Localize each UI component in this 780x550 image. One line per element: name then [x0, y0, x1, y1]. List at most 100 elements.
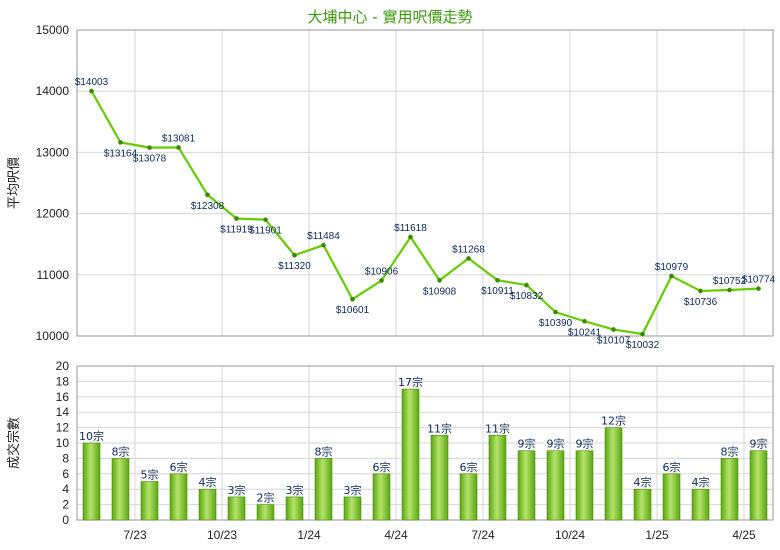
volume-data-label: 4宗 — [199, 475, 217, 489]
price-data-label: $10032 — [626, 340, 660, 351]
price-data-label: $11618 — [394, 223, 427, 234]
price-data-label: $10908 — [423, 286, 457, 297]
volume-bar — [517, 450, 536, 521]
volume-bar — [749, 450, 768, 521]
chart-title: 大埔中心 - 實用呎價走勢 — [308, 8, 473, 26]
price-point — [669, 273, 674, 279]
price-data-label: $10390 — [539, 318, 573, 329]
volume-x-tick-label: 4/25 — [732, 528, 756, 542]
price-point — [582, 318, 587, 324]
volume-data-label: 6宗 — [170, 460, 188, 474]
volume-y-tick-label: 12 — [56, 421, 70, 435]
volume-bar — [575, 450, 594, 521]
price-point — [524, 282, 529, 288]
price-point — [698, 288, 703, 294]
price-data-label: $13078 — [133, 154, 167, 165]
volume-data-label: 6宗 — [373, 460, 391, 474]
price-point — [292, 252, 297, 258]
price-point — [234, 216, 239, 221]
price-point — [437, 278, 442, 283]
price-y-tick-label: 15000 — [36, 23, 70, 37]
volume-bar — [604, 427, 623, 521]
price-data-label: $11919 — [220, 225, 253, 236]
volume-data-label: 2宗 — [257, 491, 275, 505]
volume-data-label: 10宗 — [79, 429, 104, 443]
volume-bar — [198, 488, 217, 521]
volume-bar — [314, 458, 333, 521]
volume-x-tick-label: 7/24 — [471, 528, 495, 542]
price-point — [611, 327, 616, 332]
volume-y-tick-label: 0 — [62, 513, 69, 527]
price-y-tick-label: 11000 — [37, 268, 70, 282]
price-point — [263, 217, 268, 222]
price-y-axis-label: 平均呎價 — [7, 157, 22, 209]
volume-bar — [111, 458, 130, 521]
price-line — [90, 90, 759, 336]
volume-bar — [82, 442, 101, 521]
price-y-ticks: 10000 11000 12000 13000 14000 15000 — [36, 23, 70, 343]
volume-data-label: 17宗 — [398, 375, 423, 389]
volume-x-tick-label: 10/23 — [207, 528, 237, 542]
volume-x-tick-label: 1/24 — [297, 528, 321, 542]
price-data-label: $10736 — [684, 297, 718, 308]
volume-x-ticks: 7/23 10/23 1/24 4/24 7/24 10/24 1/25 4/25 — [123, 528, 756, 542]
price-data-label: $11268 — [452, 244, 485, 255]
volume-data-label: 3宗 — [344, 483, 362, 497]
volume-y-tick-label: 2 — [62, 498, 69, 512]
price-data-label: $13081 — [162, 133, 196, 144]
volume-y-tick-label: 8 — [62, 451, 69, 465]
volume-data-label: 8宗 — [315, 444, 333, 458]
volume-bar — [227, 496, 246, 521]
volume-bar — [662, 473, 681, 521]
volume-bar — [691, 488, 710, 521]
price-point — [350, 296, 355, 302]
volume-bar — [256, 504, 275, 521]
volume-bar — [633, 488, 652, 521]
price-point — [321, 242, 326, 248]
price-data-label: $12308 — [191, 201, 225, 212]
volume-x-tick-label: 7/23 — [123, 528, 147, 542]
price-data-label: $10832 — [510, 291, 544, 302]
price-point — [205, 192, 210, 198]
price-point — [408, 234, 413, 240]
price-y-tick-label: 14000 — [36, 84, 70, 98]
price-point — [147, 145, 152, 150]
volume-data-label: 9宗 — [576, 437, 594, 451]
price-data-label: $10979 — [655, 262, 689, 273]
volume-plot-frame — [76, 365, 774, 521]
volume-data-label: 4宗 — [692, 475, 710, 489]
price-data-label: $10752 — [713, 276, 747, 287]
volume-y-tick-label: 16 — [56, 390, 70, 404]
volume-data-label: 9宗 — [750, 437, 768, 451]
volume-bar — [459, 473, 478, 521]
volume-x-tick-label: 10/24 — [555, 528, 585, 542]
price-point — [176, 145, 181, 150]
volume-x-tick-label: 4/24 — [384, 528, 408, 542]
price-data-label: $10601 — [336, 305, 370, 316]
volume-bar — [720, 458, 739, 521]
price-data-label: $14003 — [75, 77, 109, 88]
price-data-label: $10107 — [597, 335, 631, 346]
volume-data-label: 12宗 — [601, 414, 626, 428]
volume-data-label: 11宗 — [485, 421, 510, 435]
volume-y-tick-label: 20 — [56, 359, 70, 373]
price-data-label: $11901 — [249, 226, 282, 237]
volume-y-tick-label: 10 — [56, 436, 70, 450]
price-point — [640, 331, 645, 337]
price-plot-frame — [76, 29, 774, 337]
volume-y-axis-label: 成交宗數 — [6, 417, 22, 469]
price-data-label: $10906 — [365, 267, 399, 278]
price-data-label: $10774 — [742, 275, 776, 286]
volume-bar — [546, 450, 565, 521]
price-data-label: $13164 — [104, 148, 138, 159]
price-point — [756, 286, 761, 291]
volume-data-label: 5宗 — [141, 468, 159, 482]
volume-bar — [488, 434, 507, 521]
price-point — [89, 88, 94, 94]
volume-bar — [401, 388, 420, 521]
volume-y-tick-label: 4 — [62, 482, 69, 496]
price-point — [727, 287, 732, 293]
volume-data-label: 9宗 — [518, 437, 536, 451]
